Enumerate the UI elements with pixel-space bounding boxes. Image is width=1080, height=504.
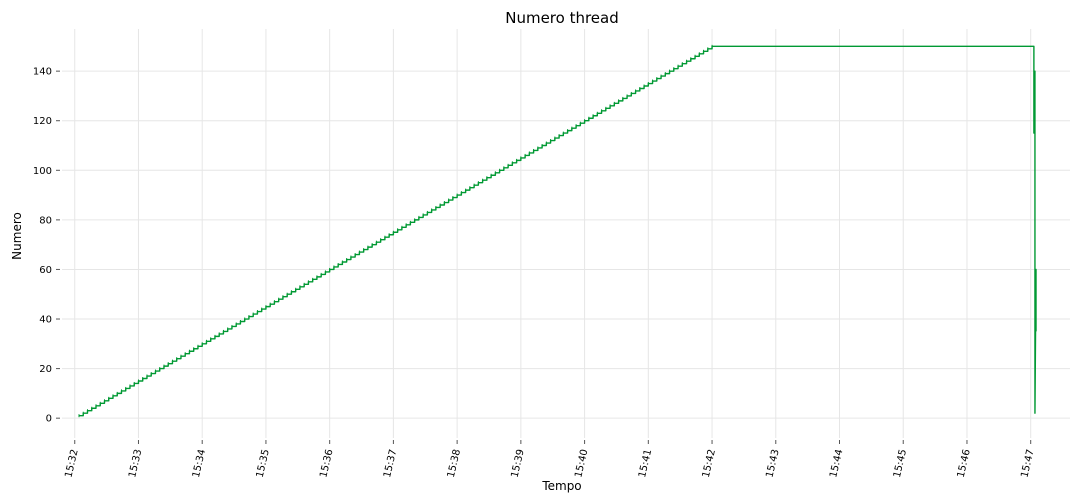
x-tick-label: 15:36 — [318, 448, 335, 479]
x-tick-label: 15:33 — [127, 448, 144, 479]
x-tick-label: 15:42 — [701, 448, 718, 479]
y-tick-label: 80 — [39, 215, 52, 226]
y-tick-label: 60 — [39, 265, 52, 276]
x-tick-label: 15:46 — [956, 448, 973, 479]
y-tick-label: 20 — [39, 364, 52, 375]
y-tick-label: 0 — [46, 414, 52, 425]
x-tick-label: 15:40 — [573, 448, 590, 479]
x-tick-label: 15:35 — [255, 448, 272, 479]
y-axis-label: Numero — [10, 212, 24, 260]
y-tick-label: 120 — [33, 116, 52, 127]
x-tick-label: 15:44 — [828, 448, 845, 479]
x-tick-label: 15:41 — [637, 448, 654, 479]
x-tick-label: 15:34 — [191, 448, 208, 479]
x-tick-label: 15:38 — [446, 448, 463, 479]
x-tick-label: 15:45 — [892, 448, 909, 479]
x-axis: 15:32 15:33 15:34 15:35 15:36 15:37 15:38 15:39… — [63, 440, 1037, 479]
grid — [62, 29, 1070, 438]
x-tick-label: 15:43 — [764, 448, 781, 479]
x-tick-label: 15:37 — [382, 448, 399, 479]
series-layer — [78, 44, 1037, 418]
series-line — [78, 45, 1037, 417]
x-axis-label: Tempo — [541, 479, 581, 493]
y-axis: 0 20 40 60 80 100 120 140 — [33, 67, 60, 425]
chart-title: Numero thread — [505, 9, 619, 27]
x-tick-label: 15:39 — [510, 448, 527, 479]
x-tick-label: 15:47 — [1019, 448, 1036, 479]
y-tick-label: 40 — [39, 315, 52, 326]
x-tick-label: 15:32 — [63, 448, 80, 479]
y-tick-label: 100 — [33, 166, 52, 177]
y-tick-label: 140 — [33, 67, 52, 78]
